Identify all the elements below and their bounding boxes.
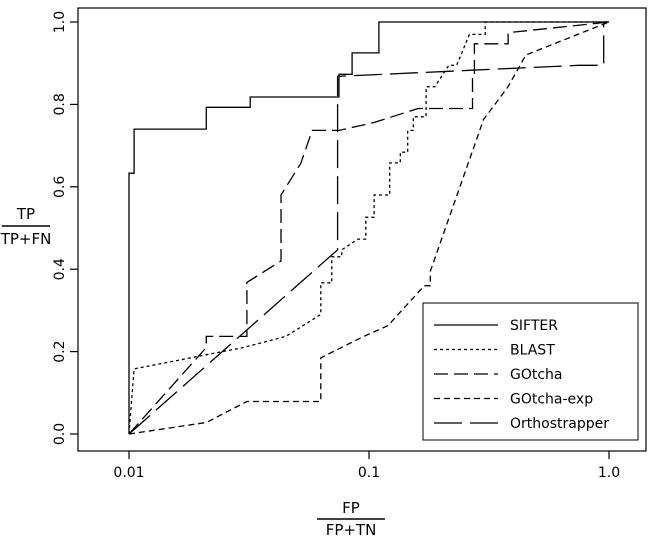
x-tick-label: 0.01 [113,465,144,481]
plot-frame [77,7,647,452]
y-axis-label: TP TP+FN [0,205,51,248]
x-axis-label-denominator: FP+TN [326,521,377,539]
series-line-orthostrapper [128,21,609,435]
legend-label-orthostrapper: Orthostrapper [510,416,609,432]
series-line-sifter [128,21,609,434]
legend-label-sifter: SIFTER [510,318,558,334]
legend: SIFTER BLAST GOtcha GOtcha-exp Orthostrapper [422,302,639,441]
x-axis-label: FP FP+TN [317,499,385,539]
legend-label-gotcha-exp: GOtcha-exp [510,392,593,408]
series-line-gotcha [128,21,610,435]
legend-box [422,302,639,441]
legend-label-gotcha: GOtcha [510,367,563,383]
x-tick-label: 1.0 [598,465,620,481]
y-tick-label: 1.0 [52,11,68,33]
x-axis-label-numerator: FP [342,499,360,517]
y-tick-label: 0.6 [52,176,68,198]
series-line-gotcha-exp [128,21,610,435]
x-tick-label: 0.1 [358,465,380,481]
y-tick-label: 0.8 [52,93,68,115]
y-tick-label: 0.4 [52,258,68,280]
y-tick-label: 0.0 [52,423,68,445]
legend-label-blast: BLAST [510,343,555,359]
series-line-blast [128,21,609,435]
series-layer [128,21,610,435]
y-tick-label: 0.2 [52,340,68,362]
y-axis-label-denominator: TP+FN [0,230,51,248]
y-axis-label-numerator: TP [16,205,35,223]
axis-layer: 0.01 0.1 1.0 0.0 0.2 0.4 0.6 0.8 1.0 [52,11,620,481]
